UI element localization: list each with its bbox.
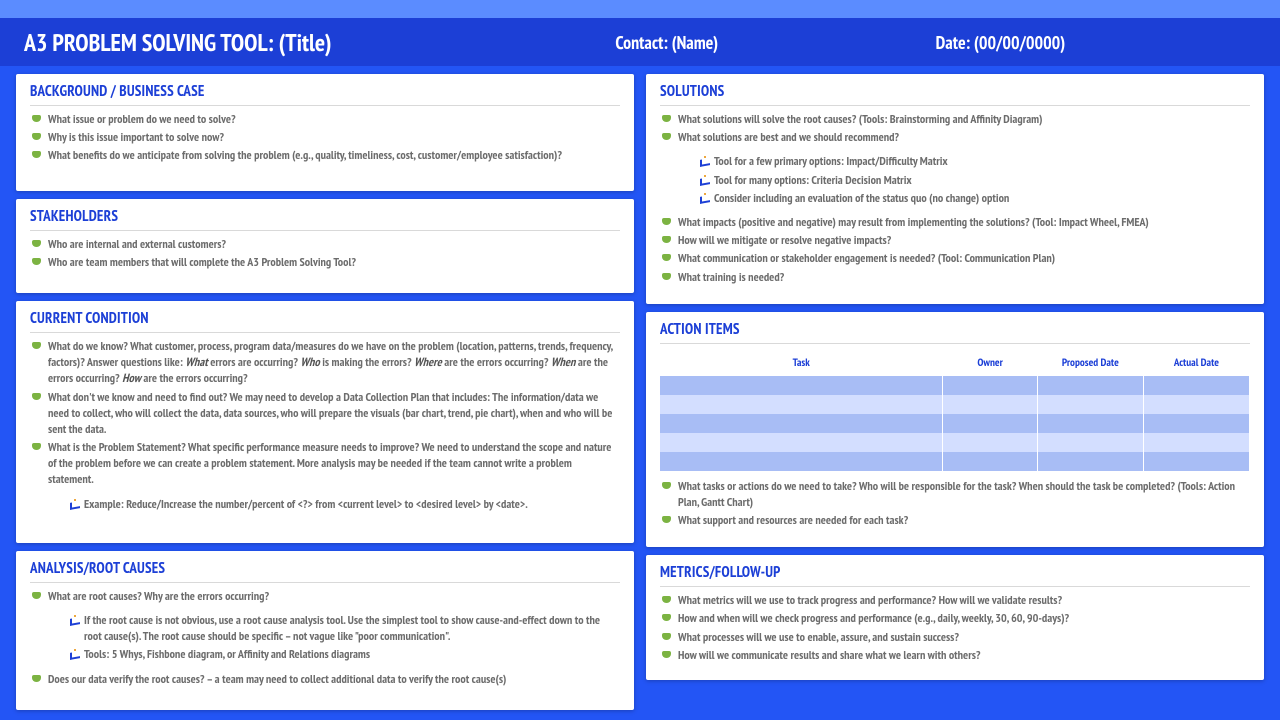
solutions-item: What training is needed? (660, 270, 1250, 286)
actions-table: Task Owner Proposed Date Actual Date (660, 350, 1250, 471)
analysis-card: ANALYSIS/ROOT CAUSES What are root cause… (16, 551, 634, 710)
actions-item: What tasks or actions do we need to take… (660, 479, 1250, 511)
actions-col-owner: Owner (943, 350, 1037, 376)
solutions-sub-item: Tool for a few primary options: Impact/D… (660, 154, 1250, 170)
actions-item: What support and resources are needed fo… (660, 513, 1250, 529)
current-item: What is the Problem Statement? What spec… (30, 440, 620, 489)
em-text: When (551, 355, 576, 370)
analysis-heading: ANALYSIS/ROOT CAUSES (30, 559, 620, 583)
background-item: What issue or problem do we need to solv… (30, 112, 620, 128)
background-heading: BACKGROUND / BUSINESS CASE (30, 82, 620, 106)
current-condition-card: CURRENT CONDITION What do we know? What … (16, 301, 634, 543)
em-text: Where (414, 355, 442, 370)
stakeholders-item: Who are team members that will complete … (30, 255, 620, 271)
text: are the errors occurring? (141, 371, 248, 386)
current-item: What don't we know and need to find out?… (30, 390, 620, 439)
em-text: What (185, 355, 207, 370)
em-text: How (122, 371, 141, 386)
solutions-card: SOLUTIONS What solutions will solve the … (646, 74, 1264, 304)
solutions-sub-item: Tool for many options: Criteria Decision… (660, 173, 1250, 189)
metrics-item: How will we communicate results and shar… (660, 648, 1250, 664)
top-light-bar (0, 0, 1280, 18)
solutions-item: What solutions are best and we should re… (660, 130, 1250, 146)
em-text: Who (300, 355, 319, 370)
table-row (660, 414, 1250, 433)
metrics-item: What processes will we use to enable, as… (660, 630, 1250, 646)
solutions-sub-item: Consider including an evaluation of the … (660, 191, 1250, 207)
metrics-heading: METRICS/FOLLOW-UP (660, 563, 1250, 587)
table-row (660, 376, 1250, 395)
background-card: BACKGROUND / BUSINESS CASE What issue or… (16, 74, 634, 191)
current-item: What do we know? What customer, process,… (30, 339, 620, 388)
table-row (660, 452, 1250, 471)
analysis-sub-item: If the root cause is not obvious, use a … (30, 613, 620, 645)
right-column: SOLUTIONS What solutions will solve the … (646, 74, 1264, 710)
actions-col-task: Task (660, 350, 943, 376)
actions-col-proposed: Proposed Date (1037, 350, 1143, 376)
current-heading: CURRENT CONDITION (30, 309, 620, 333)
background-item: What benefits do we anticipate from solv… (30, 148, 620, 164)
left-column: BACKGROUND / BUSINESS CASE What issue or… (16, 74, 634, 710)
solutions-item: What impacts (positive and negative) may… (660, 215, 1250, 231)
contact-label: Contact: (Name) (615, 31, 935, 54)
date-label: Date: (00/00/0000) (936, 31, 1066, 54)
text: are the errors occurring? (442, 355, 551, 370)
table-row (660, 433, 1250, 452)
analysis-sub-item: Tools: 5 Whys, Fishbone diagram, or Affi… (30, 647, 620, 663)
analysis-item: What are root causes? Why are the errors… (30, 589, 620, 605)
text: is making the errors? (320, 355, 414, 370)
main-columns: BACKGROUND / BUSINESS CASE What issue or… (0, 66, 1280, 710)
current-sub-item: Example: Reduce/Increase the number/perc… (30, 497, 620, 513)
text: errors are occurring? (208, 355, 301, 370)
actions-heading: ACTION ITEMS (660, 320, 1250, 344)
actions-col-actual: Actual Date (1143, 350, 1249, 376)
page-title: A3 PROBLEM SOLVING TOOL: (Title) (24, 27, 615, 58)
background-item: Why is this issue important to solve now… (30, 130, 620, 146)
header-bar: A3 PROBLEM SOLVING TOOL: (Title) Contact… (0, 18, 1280, 66)
solutions-heading: SOLUTIONS (660, 82, 1250, 106)
metrics-item: What metrics will we use to track progre… (660, 593, 1250, 609)
stakeholders-heading: STAKEHOLDERS (30, 207, 620, 231)
stakeholders-card: STAKEHOLDERS Who are internal and extern… (16, 199, 634, 293)
solutions-item: What communication or stakeholder engage… (660, 251, 1250, 267)
solutions-item: How will we mitigate or resolve negative… (660, 233, 1250, 249)
analysis-item: Does our data verify the root causes? – … (30, 672, 620, 688)
metrics-card: METRICS/FOLLOW-UP What metrics will we u… (646, 555, 1264, 680)
metrics-item: How and when will we check progress and … (660, 611, 1250, 627)
solutions-item: What solutions will solve the root cause… (660, 112, 1250, 128)
actions-tbody (660, 376, 1250, 471)
stakeholders-item: Who are internal and external customers? (30, 237, 620, 253)
action-items-card: ACTION ITEMS Task Owner Proposed Date Ac… (646, 312, 1264, 548)
table-row (660, 395, 1250, 414)
